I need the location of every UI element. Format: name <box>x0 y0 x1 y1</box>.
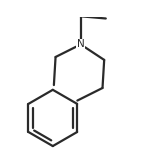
Text: N: N <box>77 39 85 49</box>
